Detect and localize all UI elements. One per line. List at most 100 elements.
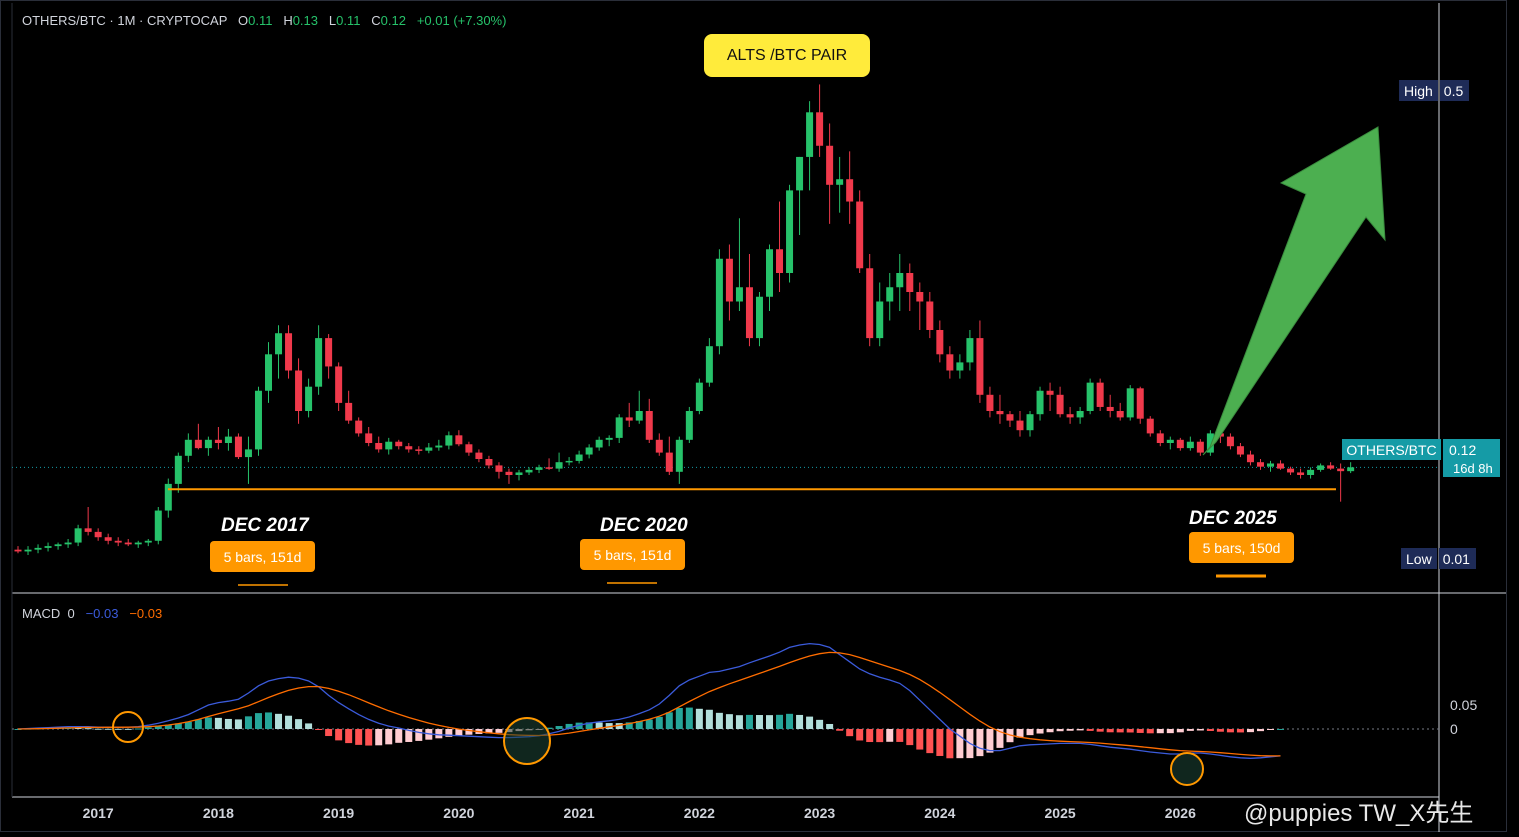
candle-body [745, 287, 753, 339]
candle-body [405, 446, 413, 450]
macd-tick-labels: 0.05 0 [1450, 697, 1477, 737]
macd-hist-bar [315, 729, 323, 730]
macd-hist-bar [184, 721, 192, 729]
macd-hist-bar [244, 716, 252, 729]
candle-body [545, 467, 553, 469]
x-tick-label: 2019 [323, 805, 354, 821]
open-value: 0.11 [248, 13, 273, 28]
candle-body [495, 465, 503, 472]
candle-body [786, 190, 794, 273]
macd-hist-bar [926, 729, 934, 754]
candle-body [164, 483, 172, 511]
candle-body [1317, 465, 1325, 470]
x-tick-label: 2017 [83, 805, 114, 821]
macd-hist-bar [946, 729, 954, 759]
macd-hist-bar [14, 729, 22, 730]
period-label-2017: DEC 2017 [221, 515, 309, 536]
macd-hist-bar [124, 728, 132, 730]
close-value: 0.12 [380, 13, 406, 28]
macd-hist-bar [956, 729, 964, 759]
candle-body [866, 268, 874, 339]
candle-body [305, 386, 313, 411]
macd-hist-bar [204, 717, 212, 729]
candle-body [906, 273, 914, 292]
macd-hist-bar [996, 729, 1004, 748]
candle-body [355, 420, 363, 434]
candle-body [375, 443, 383, 450]
low-marker: Low 0.01 [1401, 548, 1476, 569]
macd-hist-bar [435, 729, 443, 739]
candle-body [194, 439, 202, 449]
candle-body [14, 549, 22, 552]
candle-body [916, 292, 924, 302]
macd-hist-bar [405, 729, 413, 742]
candle-body [715, 258, 723, 347]
candle-body [485, 459, 493, 466]
macd-hist-bar [1056, 729, 1064, 732]
macd-hist-bar [1046, 729, 1054, 733]
macd-hist-bar [495, 729, 503, 733]
watermark: @puppies TW_X先生 [1244, 800, 1474, 827]
symbol-label[interactable]: OTHERS/BTC · 1M · CRYPTOCAP [22, 13, 228, 28]
macd-hist-bar [465, 729, 473, 735]
candle-body [1026, 414, 1034, 431]
candle-body [124, 542, 132, 545]
candle-body [675, 439, 683, 472]
macd-header: MACD 0 −0.03 −0.03 [22, 606, 162, 621]
macd-hist-bar [735, 715, 743, 729]
macd-hist-bar [766, 715, 773, 729]
candle-body [1277, 463, 1285, 469]
macd-hist-bar [1116, 729, 1124, 733]
title-badge[interactable]: ALTS /BTC PAIR [704, 34, 870, 77]
candle-body [515, 472, 523, 475]
candle-body [1046, 390, 1054, 395]
candle-body [1126, 388, 1134, 418]
candle-body [1076, 411, 1084, 418]
macd-hist-bar [254, 713, 262, 729]
macd-label[interactable]: MACD [22, 606, 61, 621]
bars-badge-2017[interactable]: 5 bars, 151d [210, 541, 315, 572]
macd-hist-bar [1026, 729, 1034, 736]
bars-badge-2025[interactable]: 5 bars, 150d [1189, 532, 1294, 563]
candle-body [1337, 468, 1345, 472]
macd-hist-bar [445, 729, 453, 737]
macd-hist-bar [1106, 729, 1114, 733]
macd-hist-bar [265, 712, 272, 729]
candle-body [705, 346, 713, 383]
candle-body [244, 449, 252, 458]
macd-hist-bar [555, 726, 563, 729]
candle-body [435, 445, 443, 448]
macd-hist-bar [154, 726, 162, 729]
macd-hist-bar [74, 727, 82, 729]
candle-body [1166, 439, 1174, 443]
candle-body [114, 540, 122, 543]
macd-hist-bar [1136, 729, 1144, 733]
candle-body [1176, 439, 1184, 449]
macd-hist-bar [605, 723, 613, 729]
x-tick-label: 2021 [564, 805, 595, 821]
high-label: H [283, 13, 293, 28]
candle-body [1066, 414, 1074, 418]
candle-body [956, 362, 964, 371]
macd-histogram [14, 707, 1285, 759]
macd-hist-bar [615, 723, 623, 729]
candle-body [385, 441, 393, 450]
candle-body [1116, 411, 1124, 418]
crossover-circle [503, 717, 551, 765]
macd-hist-value: 0 [67, 606, 75, 621]
period-label-2020: DEC 2020 [600, 515, 688, 536]
macd-hist-bar [886, 729, 894, 742]
candle-body [455, 435, 463, 445]
macd-hist-bar [986, 729, 994, 753]
x-axis-labels: 2017 2018 2019 2020 2021 2022 2023 2024 2025 2026 [83, 805, 1197, 821]
candle-body [1096, 382, 1104, 407]
macd-hist-bar [114, 728, 122, 730]
macd-hist-bar [585, 722, 593, 729]
bars-badge-2020[interactable]: 5 bars, 151d [580, 539, 685, 570]
macd-hist-bar [665, 712, 673, 729]
candle-body [886, 287, 894, 302]
macd-hist-bar [224, 718, 232, 729]
candle-body [685, 411, 693, 440]
macd-hist-bar [916, 729, 924, 750]
